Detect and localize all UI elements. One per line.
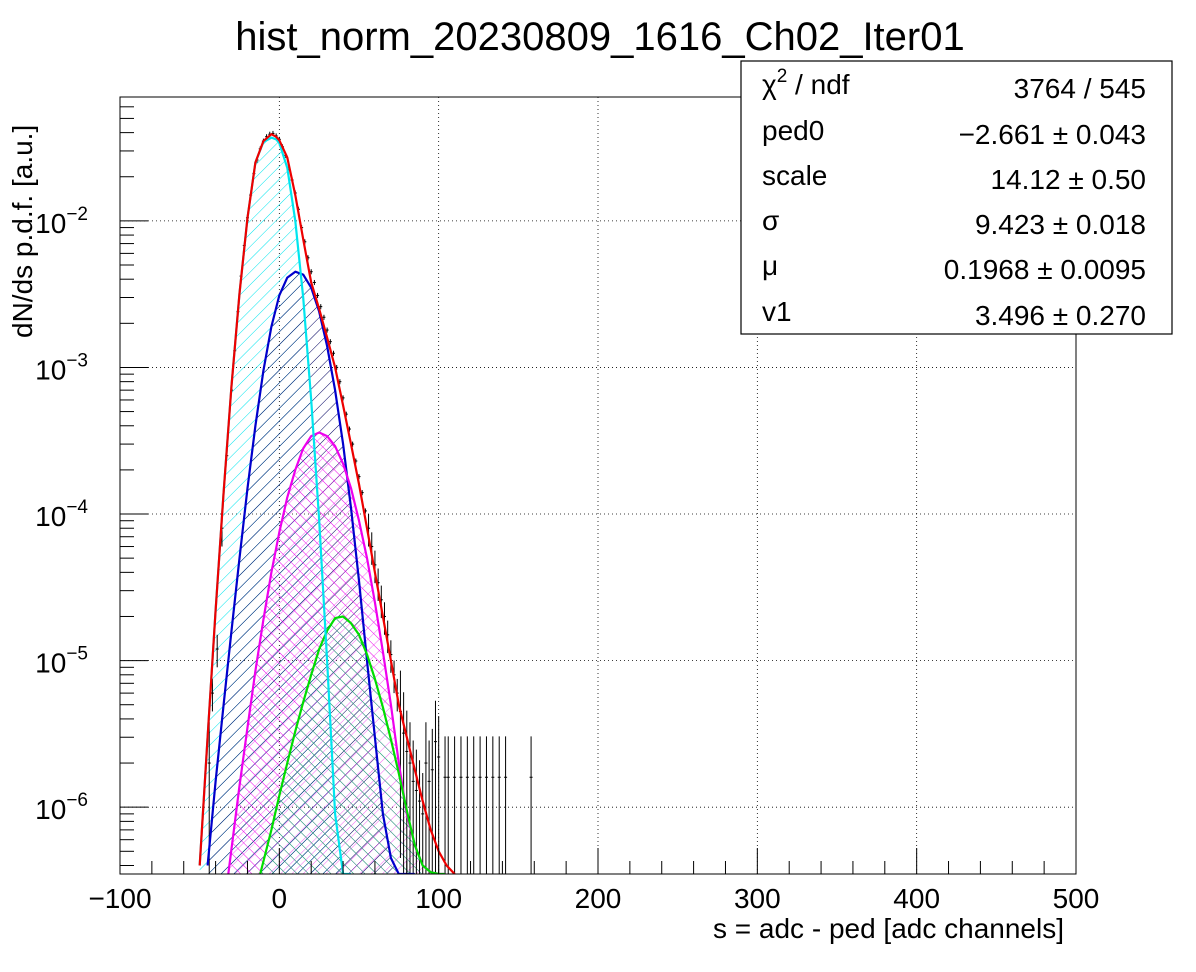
x-tick-label: −100 (88, 883, 151, 914)
y-tick-base: 10 (35, 648, 66, 679)
x-tick-label: 200 (575, 883, 622, 914)
y-tick-base: 10 (35, 208, 66, 239)
stats-box: χ2 / ndf 3764 / 545 ped0 −2.661 ± 0.043 scal… (740, 60, 1173, 335)
stats-label-text: μ (762, 250, 778, 281)
stats-label-text: v1 (762, 296, 792, 327)
y-tick-exponent: −3 (66, 350, 88, 371)
stats-label: χ2 / ndf (762, 66, 850, 100)
fit-curve (206, 270, 415, 874)
stats-label: scale (762, 160, 827, 191)
x-tick-label: 500 (1053, 883, 1100, 914)
y-tick-exponent: −4 (66, 497, 88, 518)
stats-box-frame (740, 60, 1173, 335)
fit-curves (198, 133, 456, 874)
x-tick-label: 400 (893, 883, 940, 914)
y-axis-label: dN/ds p.d.f. [a.u.] (7, 125, 38, 338)
stats-entries: χ2 / ndf 3764 / 545 ped0 −2.661 ± 0.043 scal… (762, 66, 1146, 331)
fit-curve (259, 615, 445, 874)
stats-label-superscript: 2 (777, 66, 788, 87)
component-fill (260, 616, 446, 874)
stats-label-text: ped0 (762, 115, 824, 146)
stats-value: 0.1968 ± 0.0095 (944, 254, 1146, 285)
fit-curve (198, 133, 456, 874)
y-tick-base: 10 (35, 354, 66, 385)
stats-value: 14.12 ± 0.50 (991, 164, 1147, 195)
x-tick-label: 100 (415, 883, 462, 914)
y-tick-exponent: −5 (66, 644, 88, 665)
stats-label: ped0 (762, 115, 824, 146)
y-tick-label: 10−6 (35, 790, 88, 825)
x-tick-label: 0 (272, 883, 288, 914)
x-tick-label: 300 (734, 883, 781, 914)
stats-value: 3.496 ± 0.270 (975, 300, 1146, 331)
stats-value: −2.661 ± 0.043 (959, 119, 1146, 150)
y-tick-label: 10−4 (35, 497, 88, 532)
stats-label-text: χ (762, 69, 777, 100)
stats-label: μ (762, 250, 778, 281)
y-axis: 10−210−310−410−510−6 (35, 96, 148, 866)
y-tick-label: 10−2 (35, 204, 88, 239)
y-tick-label: 10−3 (35, 350, 88, 385)
y-tick-exponent: −2 (66, 204, 88, 225)
y-tick-exponent: −6 (66, 790, 88, 811)
x-axis-label: s = adc - ped [adc channels] (713, 913, 1064, 944)
stats-label-text: σ (762, 205, 779, 236)
stats-value: 9.423 ± 0.018 (975, 209, 1146, 240)
component-fills (199, 137, 446, 874)
y-tick-label: 10−5 (35, 644, 88, 679)
stats-label-suffix: / ndf (787, 69, 849, 100)
x-axis: −100 0 100 200 300 400 500 (88, 848, 1099, 914)
stats-value: 3764 / 545 (1014, 73, 1146, 104)
stats-label: v1 (762, 296, 792, 327)
stats-label: σ (762, 205, 779, 236)
chart-title: hist_norm_20230809_1616_Ch02_Iter01 (235, 15, 964, 59)
stats-label-text: scale (762, 160, 827, 191)
y-tick-base: 10 (35, 501, 66, 532)
y-tick-base: 10 (35, 794, 66, 825)
